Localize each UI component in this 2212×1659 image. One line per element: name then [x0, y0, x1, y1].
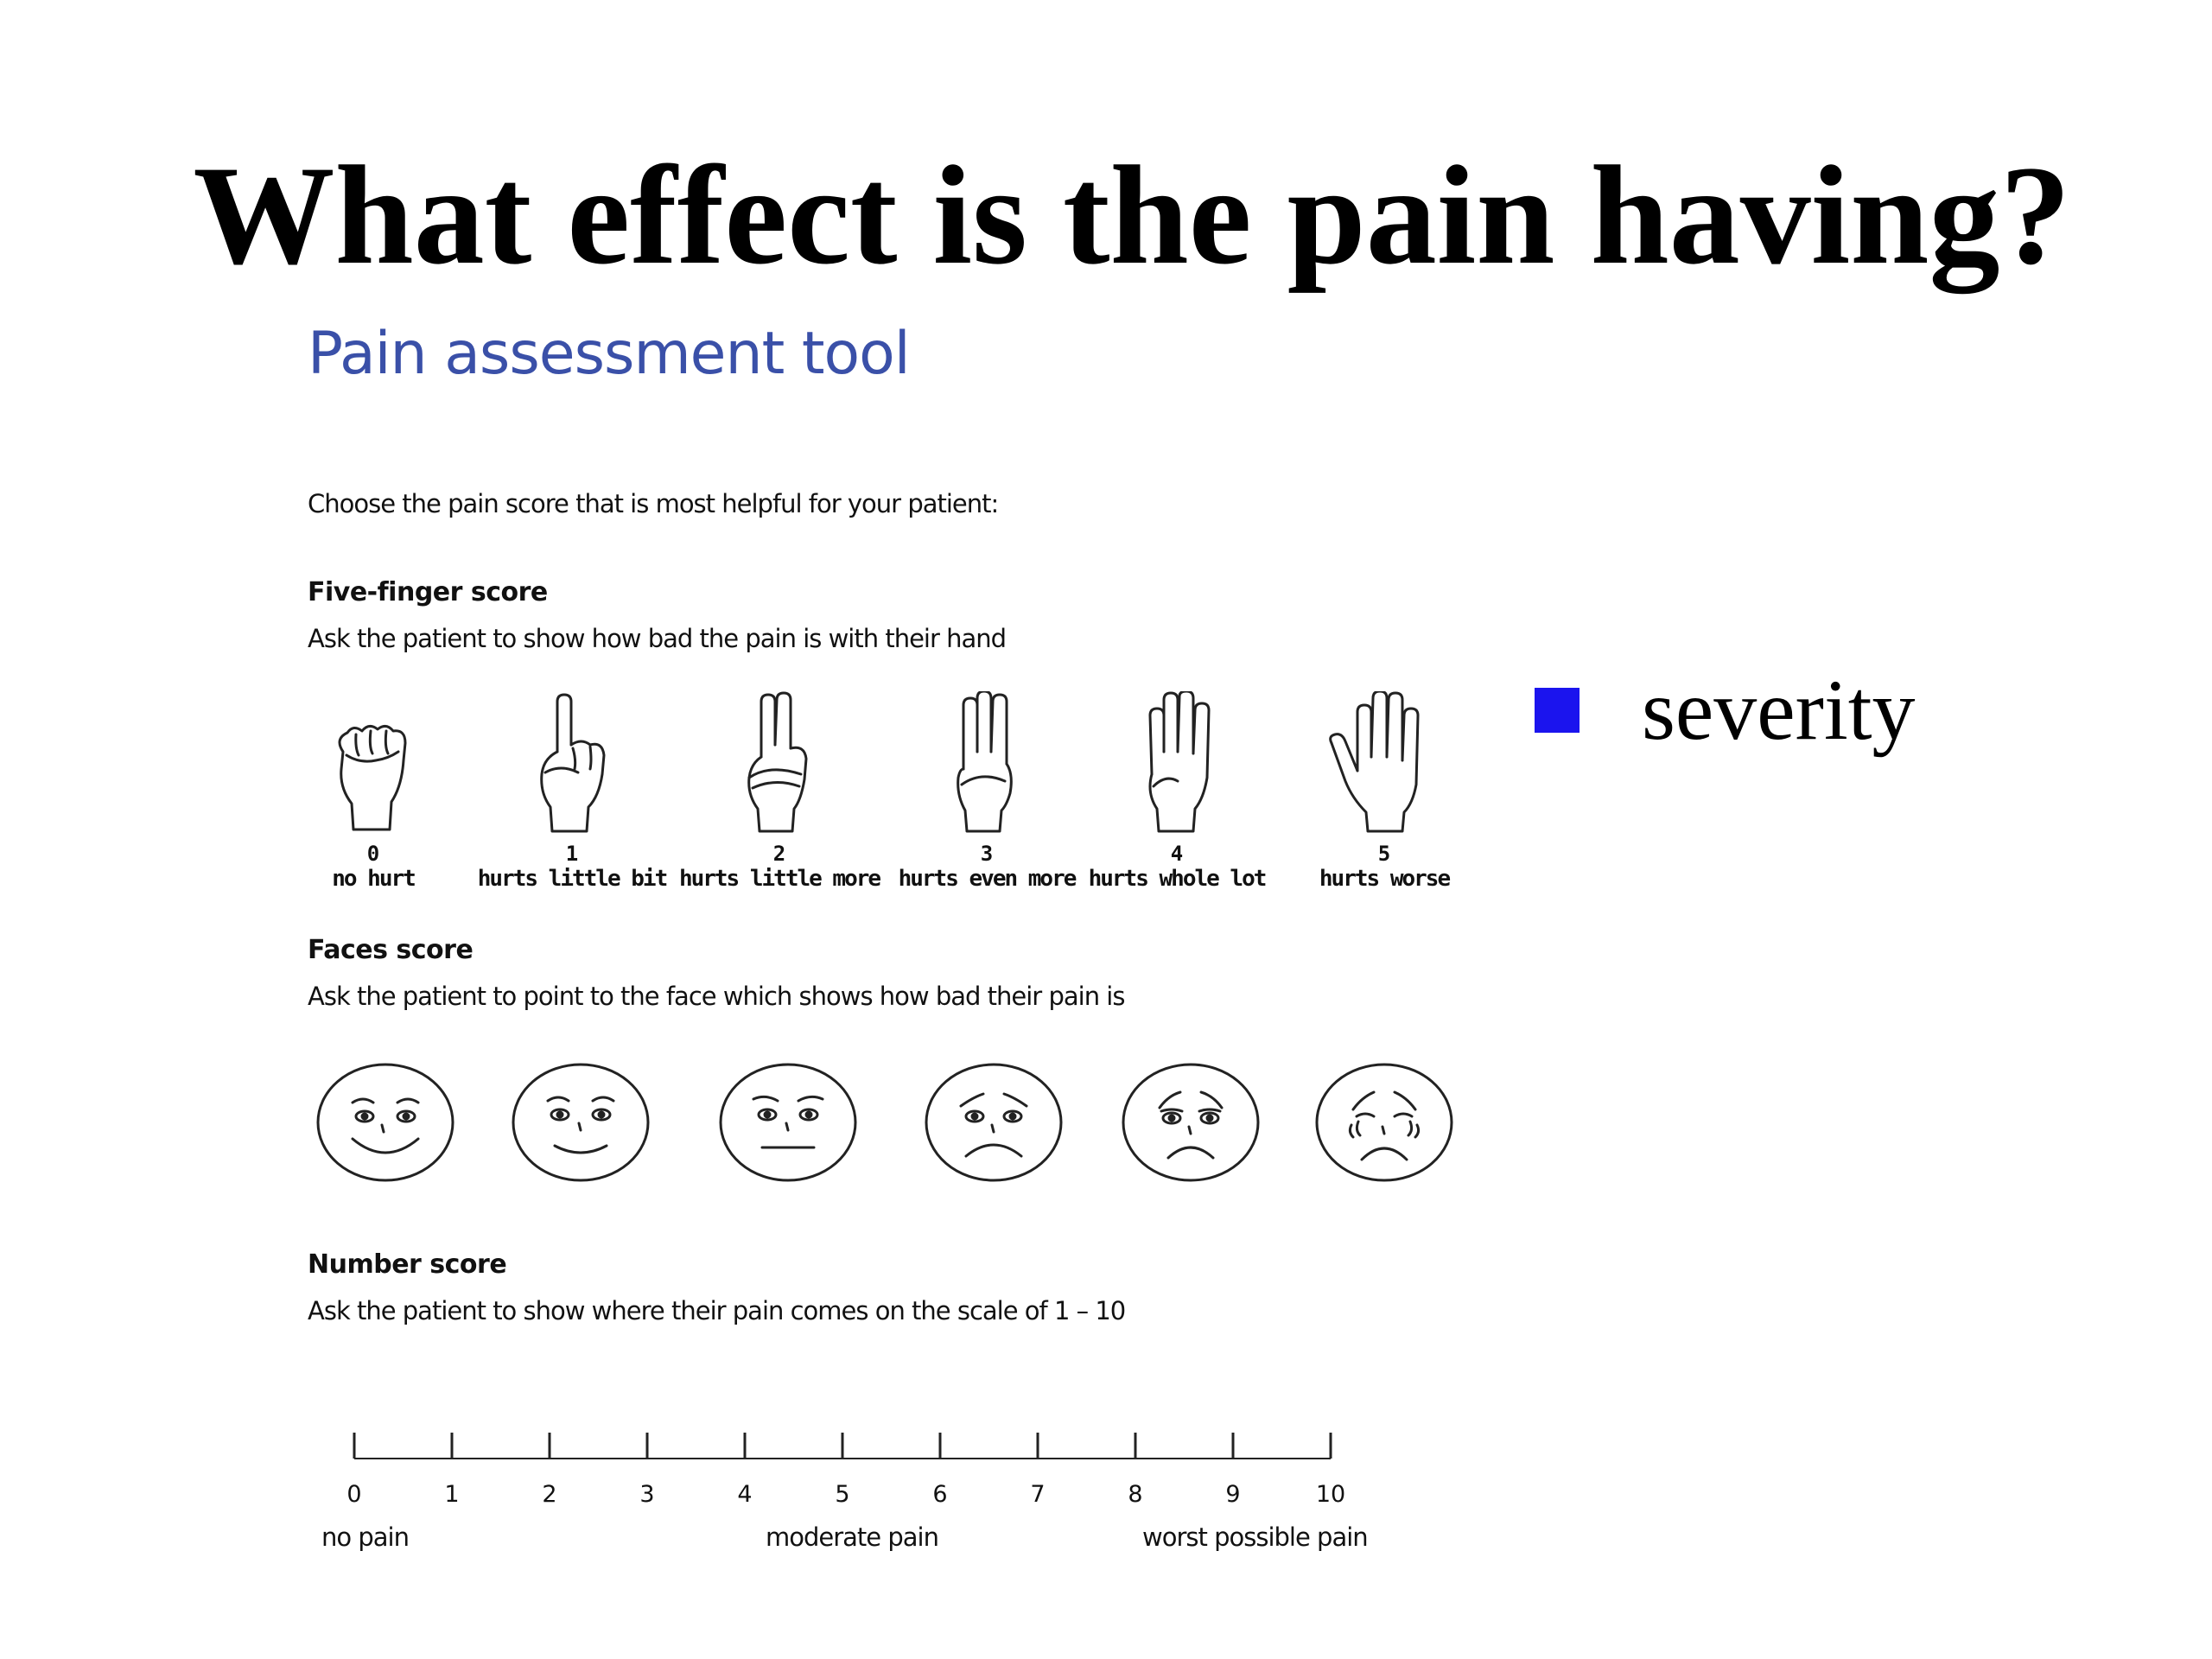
finger-score: 5	[1377, 842, 1391, 866]
five-finger-item: 4 hurts whole lot	[1082, 691, 1272, 899]
scale-tick-label: 5	[835, 1481, 850, 1508]
scale-tick-label: 9	[1225, 1481, 1241, 1508]
tool-title: Pain assessment tool	[308, 320, 911, 388]
three-fingers-icon	[957, 691, 1013, 833]
faces-item	[510, 1061, 652, 1184]
bullet-text: severity	[1642, 662, 1916, 758]
faces-item	[1313, 1061, 1455, 1184]
scale-tick-label: 1	[444, 1481, 460, 1508]
five-finger-description: Ask the patient to show how bad the pain…	[308, 624, 1007, 653]
faces-item	[923, 1061, 1065, 1184]
scale-anchor-low: no pain	[321, 1522, 410, 1552]
scale-tick-label: 3	[639, 1481, 655, 1508]
scale-tick-label: 7	[1030, 1481, 1046, 1508]
very-sad-face-icon	[1122, 1063, 1260, 1182]
scale-tick-label: 0	[346, 1481, 362, 1508]
five-finger-item: 0 no hurt	[278, 691, 468, 899]
number-heading: Number score	[308, 1249, 507, 1280]
bullet-item: severity	[1535, 667, 1916, 753]
faces-item	[315, 1061, 456, 1184]
happy-face-icon	[512, 1063, 650, 1182]
scale-tick-label: 10	[1315, 1481, 1346, 1508]
one-finger-icon	[540, 693, 606, 833]
finger-score: 3	[980, 842, 994, 866]
finger-score: 4	[1170, 842, 1184, 866]
five-finger-item: 5 hurts worse	[1289, 691, 1479, 899]
sad-face-icon	[925, 1063, 1063, 1182]
scale-tick-label: 2	[542, 1481, 557, 1508]
faces-description: Ask the patient to point to the face whi…	[308, 982, 1125, 1011]
neutral-face-icon	[719, 1063, 857, 1182]
number-scale-ruler	[353, 1433, 1332, 1459]
finger-label: hurts whole lot	[1088, 866, 1268, 892]
finger-label: hurts little bit	[477, 866, 668, 892]
two-fingers-icon	[747, 691, 808, 833]
finger-label: hurts worse	[1319, 866, 1451, 892]
scale-tick-label: 4	[737, 1481, 753, 1508]
open-hand-icon	[1329, 691, 1420, 833]
five-finger-item: 1 hurts little bit	[477, 691, 668, 899]
slide-title: What effect is the pain having?	[193, 137, 2071, 294]
crying-face-icon	[1315, 1063, 1453, 1182]
tool-intro: Choose the pain score that is most helpf…	[308, 489, 999, 518]
number-description: Ask the patient to show where their pain…	[308, 1296, 1126, 1325]
finger-label: hurts little more	[678, 866, 881, 892]
scale-anchor-high: worst possible pain	[1142, 1522, 1369, 1552]
finger-score: 1	[565, 842, 579, 866]
finger-label: no hurt	[332, 866, 416, 892]
scale-tick-label: 6	[932, 1481, 948, 1508]
faces-heading: Faces score	[308, 935, 474, 965]
bullet-square-icon	[1535, 688, 1580, 733]
finger-label: hurts even more	[898, 866, 1077, 892]
scale-anchor-mid: moderate pain	[766, 1522, 939, 1552]
number-scale: 0 1 2 3 4 5 6 7 8 9 10 no pain moderate pain worst…	[321, 1417, 1374, 1590]
fist-icon	[338, 725, 407, 831]
four-fingers-icon	[1148, 691, 1211, 833]
faces-item	[717, 1061, 859, 1184]
very-happy-face-icon	[316, 1063, 454, 1182]
scale-tick-label: 8	[1128, 1481, 1143, 1508]
finger-score: 2	[772, 842, 786, 866]
five-finger-item: 2 hurts little more	[679, 691, 881, 899]
five-finger-item: 3 hurts even more	[892, 691, 1082, 899]
faces-item	[1120, 1061, 1262, 1184]
finger-score: 0	[366, 842, 380, 866]
five-finger-heading: Five-finger score	[308, 577, 548, 607]
